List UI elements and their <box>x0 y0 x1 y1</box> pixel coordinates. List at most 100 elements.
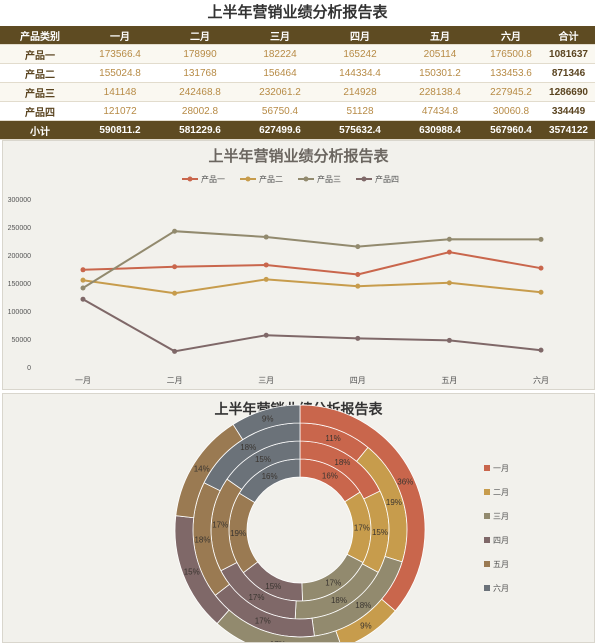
slice-label: 18% <box>240 443 256 452</box>
x-tick-label: 四月 <box>350 376 366 385</box>
legend-swatch <box>484 561 490 567</box>
y-tick-label: 150000 <box>8 281 31 288</box>
doughnut-slice <box>232 404 301 441</box>
legend-item: 六月 <box>484 583 509 593</box>
data-point <box>172 228 178 234</box>
slice-label: 19% <box>386 498 402 507</box>
y-tick-label: 100000 <box>8 309 31 316</box>
table-cell: 150301.2 <box>400 63 480 83</box>
slice-label: 17% <box>270 640 286 642</box>
doughnut-chart-panel: 上半年营销业绩分析报告表 16%17%17%15%19%16%18%15%18%… <box>2 393 595 643</box>
slice-label: 18% <box>194 536 210 545</box>
row-total: 334449 <box>542 101 595 121</box>
legend-label: 二月 <box>493 488 509 497</box>
line-chart-title: 上半年营销业绩分析报告表 <box>208 148 389 165</box>
slice-label: 18% <box>334 458 350 467</box>
x-tick-label: 六月 <box>533 375 549 385</box>
y-tick-label: 50000 <box>12 337 32 344</box>
data-point <box>80 296 86 302</box>
legend-swatch <box>484 489 490 495</box>
y-tick-label: 300000 <box>8 197 31 204</box>
data-point <box>446 337 452 343</box>
slice-label: 9% <box>262 415 274 424</box>
legend-swatch <box>484 537 490 543</box>
data-point <box>538 347 544 353</box>
subtotal-row: 小计 590811.2 581229.6 627499.6 575632.4 6… <box>0 120 595 140</box>
legend-marker <box>361 176 367 182</box>
data-point <box>172 290 178 296</box>
data-point <box>446 280 452 286</box>
table-cell: 173566.4 <box>80 44 160 64</box>
legend-label: 产品一 <box>201 174 225 184</box>
subtotal-total: 3574122 <box>542 120 595 140</box>
data-point <box>80 267 86 273</box>
slice-label: 18% <box>331 596 347 605</box>
legend-item: 一月 <box>484 464 509 473</box>
x-tick-label: 二月 <box>167 376 183 385</box>
data-point <box>263 276 269 282</box>
table-cell: 182224 <box>240 44 320 64</box>
table-cell: 144334.4 <box>320 63 400 83</box>
slice-label: 17% <box>212 521 228 530</box>
table-cell: 232061.2 <box>240 82 320 102</box>
data-point <box>538 265 544 271</box>
row-total: 1286690 <box>542 82 595 102</box>
legend-item: 四月 <box>484 536 509 545</box>
data-point <box>172 348 178 354</box>
data-point <box>80 285 86 291</box>
table-cell: 176500.8 <box>480 44 542 64</box>
slice-label: 16% <box>322 472 338 481</box>
data-point <box>263 234 269 240</box>
table-cell: 227945.2 <box>480 82 542 102</box>
table-cell: 214928 <box>320 82 400 102</box>
line-chart: 产品一 产品二 产品三 产品四 0 50000 100000 150000 200000 2500… <box>8 174 549 385</box>
subtotal-cell: 627499.6 <box>240 120 320 140</box>
legend-swatch <box>484 585 490 591</box>
table-row: 产品二 155024.8 131768 156464 144334.4 1503… <box>0 63 595 83</box>
data-point <box>355 244 361 250</box>
y-tick-label: 0 <box>27 365 31 372</box>
legend-label: 一月 <box>493 464 509 473</box>
data-point <box>263 332 269 338</box>
subtotal-cell: 581229.6 <box>160 120 240 140</box>
slice-label: 17% <box>325 578 341 587</box>
table-row: 产品一 173566.4 178990 182224 165242 205114… <box>0 44 595 64</box>
x-tick-label: 一月 <box>75 376 91 385</box>
legend-item: 五月 <box>484 560 509 569</box>
row-category: 产品二 <box>0 63 80 83</box>
doughnut-chart: 16%17%17%15%19%16%18%15%18%17%17%15%11%1… <box>174 404 509 642</box>
legend-label: 产品二 <box>259 174 283 184</box>
column-header: 产品类别 <box>0 26 80 45</box>
table-cell: 178990 <box>160 44 240 64</box>
legend-swatch <box>484 465 490 471</box>
table-cell: 47434.8 <box>400 101 480 121</box>
page-title: 上半年营销业绩分析报告表 <box>207 4 388 21</box>
table-cell: 121072 <box>80 101 160 121</box>
table-cell: 165242 <box>320 44 400 64</box>
data-point <box>263 262 269 268</box>
table-cell: 133453.6 <box>480 63 542 83</box>
slice-label: 14% <box>194 464 210 473</box>
slice-label: 19% <box>230 529 246 538</box>
slice-label: 16% <box>262 472 278 481</box>
row-category: 产品一 <box>0 44 80 64</box>
series-line <box>82 298 542 353</box>
slice-label: 18% <box>355 601 371 610</box>
legend-item: 产品四 <box>356 174 399 184</box>
y-tick-label: 200000 <box>8 253 31 260</box>
column-header: 六月 <box>480 26 542 45</box>
subtotal-cell: 567960.4 <box>480 120 542 140</box>
legend-label: 三月 <box>493 512 509 521</box>
data-point <box>355 283 361 289</box>
data-point <box>538 236 544 242</box>
series-line <box>82 230 542 289</box>
data-point <box>355 271 361 277</box>
table-cell: 30060.8 <box>480 101 542 121</box>
subtotal-cell: 590811.2 <box>80 120 160 140</box>
column-header: 二月 <box>160 26 240 45</box>
legend-item: 产品一 <box>182 174 225 184</box>
table-cell: 28002.8 <box>160 101 240 121</box>
legend-label: 产品四 <box>375 174 399 184</box>
table-cell: 205114 <box>400 44 480 64</box>
slice-label: 36% <box>397 477 413 486</box>
